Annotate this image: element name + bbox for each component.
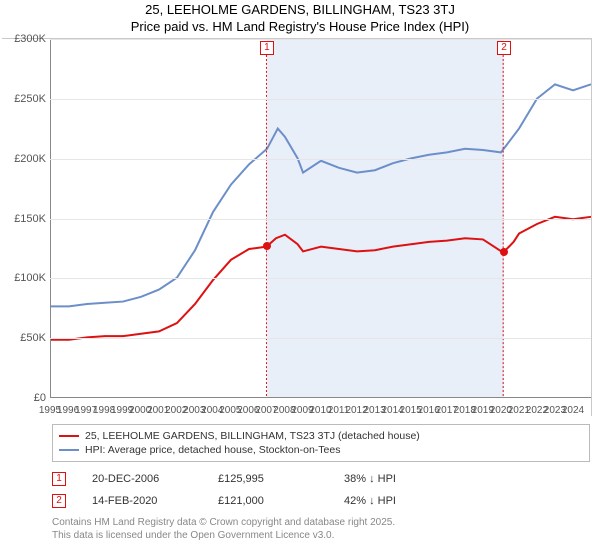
legend-item: HPI: Average price, detached house, Stoc…: [59, 443, 583, 457]
transaction-date: 14-FEB-2020: [92, 495, 192, 507]
title-line2: Price paid vs. HM Land Registry's House …: [0, 19, 600, 34]
title-line1: 25, LEEHOLME GARDENS, BILLINGHAM, TS23 3…: [0, 2, 600, 17]
y-axis-tick-label: £300K: [2, 33, 46, 45]
sale-point-dot: [263, 242, 271, 250]
transaction-marker: 2: [52, 494, 66, 508]
footer-line2: This data is licensed under the Open Gov…: [52, 529, 590, 542]
legend-swatch: [59, 435, 79, 437]
transaction-price: £125,995: [218, 473, 318, 485]
y-axis-tick-label: £0: [2, 392, 46, 404]
footer-attribution: Contains HM Land Registry data © Crown c…: [52, 516, 590, 542]
sale-marker-1: 1: [260, 41, 274, 55]
sale-marker-2: 2: [497, 41, 511, 55]
legend-label: HPI: Average price, detached house, Stoc…: [85, 444, 340, 456]
transaction-date: 20-DEC-2006: [92, 473, 192, 485]
transaction-price: £121,000: [218, 495, 318, 507]
chart-title-block: 25, LEEHOLME GARDENS, BILLINGHAM, TS23 3…: [0, 0, 600, 38]
gridline: [50, 99, 591, 100]
transaction-delta: 42% ↓ HPI: [344, 495, 444, 507]
legend-swatch: [59, 449, 79, 451]
y-axis-tick-label: £200K: [2, 153, 46, 165]
y-axis-tick-label: £250K: [2, 93, 46, 105]
y-axis-tick-label: £150K: [2, 213, 46, 225]
gridline: [50, 278, 591, 279]
transaction-marker: 1: [52, 472, 66, 486]
transaction-row: 2 14-FEB-2020 £121,000 42% ↓ HPI: [52, 490, 590, 512]
gridline: [50, 159, 591, 160]
legend-label: 25, LEEHOLME GARDENS, BILLINGHAM, TS23 3…: [85, 430, 420, 442]
y-axis-tick-label: £100K: [2, 272, 46, 284]
gridline: [50, 338, 591, 339]
chart-area: 12 £0£50K£100K£150K£200K£250K£300K199519…: [2, 38, 592, 416]
footer-line1: Contains HM Land Registry data © Crown c…: [52, 516, 590, 529]
legend-item: 25, LEEHOLME GARDENS, BILLINGHAM, TS23 3…: [59, 429, 583, 443]
gridline: [50, 39, 591, 40]
gridline: [50, 219, 591, 220]
x-axis-tick-label: 2024: [562, 405, 584, 416]
transaction-delta: 38% ↓ HPI: [344, 473, 444, 485]
transaction-row: 1 20-DEC-2006 £125,995 38% ↓ HPI: [52, 468, 590, 490]
series-hpi: [51, 84, 591, 306]
transaction-table: 1 20-DEC-2006 £125,995 38% ↓ HPI 2 14-FEB-202…: [52, 468, 590, 512]
legend-box: 25, LEEHOLME GARDENS, BILLINGHAM, TS23 3…: [52, 424, 590, 462]
sale-point-dot: [500, 248, 508, 256]
y-axis-tick-label: £50K: [2, 332, 46, 344]
